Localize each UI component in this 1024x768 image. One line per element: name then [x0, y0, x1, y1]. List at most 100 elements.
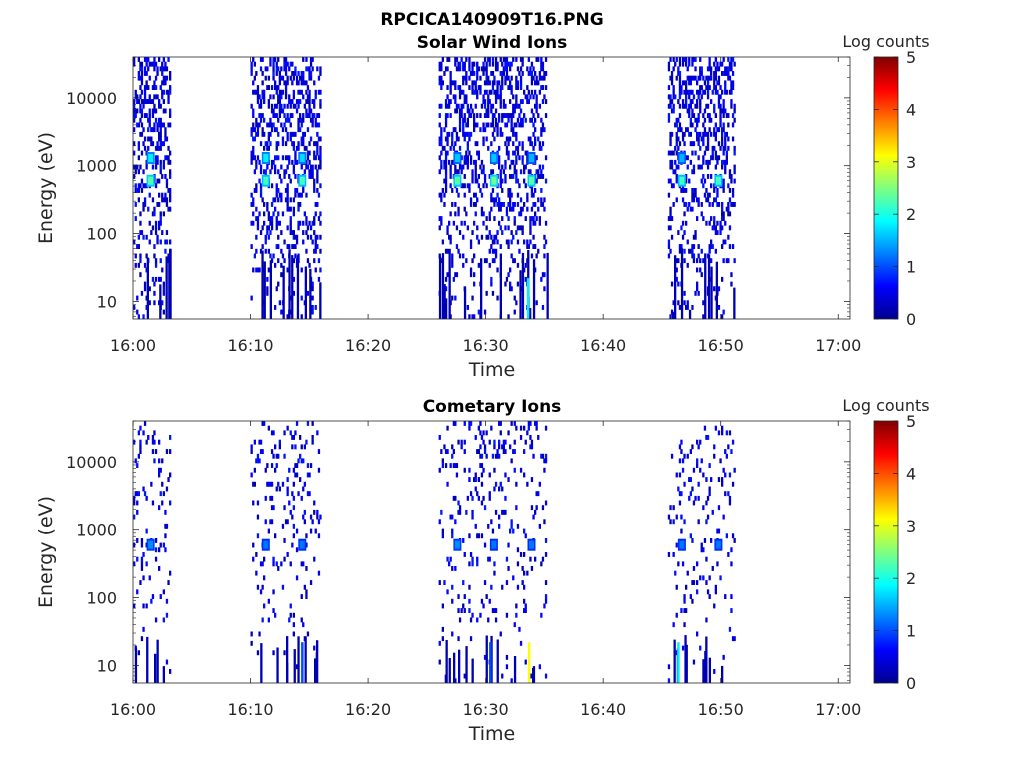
count-pixel — [530, 117, 534, 123]
count-pixel — [540, 66, 543, 72]
count-pixel — [255, 89, 258, 95]
count-pixel — [708, 248, 711, 254]
count-pixel — [515, 57, 518, 62]
count-pixel — [535, 108, 538, 114]
count-pixel — [280, 122, 283, 128]
count-pixel — [443, 444, 446, 450]
count-pixel — [147, 117, 150, 123]
count-pixel — [440, 85, 443, 90]
count-pixel — [278, 444, 281, 450]
count-pixel — [134, 253, 137, 259]
count-pixel — [283, 174, 286, 179]
count-pixel — [151, 127, 155, 133]
count-pixel — [485, 108, 488, 114]
count-pixel — [286, 486, 289, 492]
count-streak — [319, 282, 322, 319]
count-pixel — [438, 435, 441, 440]
count-pixel — [507, 61, 510, 67]
count-pixel — [501, 61, 504, 67]
count-pixel — [449, 71, 452, 76]
count-pixel — [516, 150, 520, 156]
count-pixel — [319, 183, 322, 189]
count-pixel — [142, 552, 145, 557]
count-pixel — [670, 234, 674, 240]
count-pixel — [512, 57, 515, 62]
peak-pixel — [263, 176, 269, 185]
count-pixel — [286, 197, 289, 203]
count-pixel — [165, 178, 169, 184]
count-pixel — [697, 136, 700, 142]
count-pixel — [543, 71, 546, 76]
count-pixel — [458, 108, 462, 114]
count-pixel — [674, 145, 677, 151]
count-pixel — [162, 66, 165, 72]
count-pixel — [483, 580, 487, 585]
count-pixel — [716, 66, 719, 72]
count-pixel — [264, 75, 267, 81]
count-pixel — [299, 113, 302, 118]
count-pixel — [692, 467, 696, 473]
count-pixel — [512, 575, 515, 581]
count-pixel — [140, 290, 144, 296]
count-pixel — [263, 211, 266, 217]
count-pixel — [306, 463, 310, 468]
count-pixel — [458, 230, 462, 235]
count-pixel — [476, 75, 479, 81]
count-pixel — [476, 225, 479, 231]
count-pixel — [515, 612, 518, 618]
count-pixel — [683, 141, 686, 147]
count-pixel — [291, 61, 294, 67]
count-pixel — [308, 89, 311, 95]
count-pixel — [317, 570, 321, 576]
count-pixel — [454, 108, 457, 114]
count-pixel — [463, 183, 466, 189]
count-pixel — [534, 103, 537, 109]
count-pixel — [444, 169, 448, 175]
count-pixel — [452, 94, 455, 100]
count-pixel — [309, 61, 313, 67]
count-pixel — [714, 150, 717, 156]
count-pixel — [526, 197, 529, 203]
count-pixel — [483, 57, 487, 62]
count-pixel — [277, 481, 280, 487]
count-pixel — [501, 131, 504, 137]
count-pixel — [667, 244, 671, 249]
count-pixel — [499, 131, 502, 137]
count-pixel — [678, 71, 682, 76]
count-pixel — [280, 561, 283, 567]
count-pixel — [305, 108, 308, 114]
count-pixel — [457, 636, 460, 642]
count-pixel — [697, 481, 700, 487]
count-streak — [715, 261, 718, 319]
count-pixel — [515, 85, 518, 90]
count-pixel — [441, 463, 444, 468]
count-pixel — [494, 122, 498, 128]
count-pixel — [498, 197, 501, 203]
count-pixel — [142, 430, 145, 436]
count-pixel — [699, 89, 702, 95]
count-pixel — [143, 94, 147, 100]
count-pixel — [515, 80, 518, 86]
count-pixel — [669, 75, 672, 81]
count-pixel — [672, 505, 675, 511]
count-pixel — [691, 89, 694, 95]
count-pixel — [714, 164, 717, 170]
count-streak — [499, 253, 502, 319]
count-pixel — [526, 159, 529, 165]
count-pixel — [474, 141, 477, 147]
count-pixel — [697, 253, 700, 259]
count-pixel — [702, 122, 705, 128]
count-pixel — [143, 99, 147, 104]
count-pixel — [527, 99, 530, 104]
count-pixel — [274, 444, 277, 450]
count-pixel — [305, 145, 308, 151]
count-pixel — [733, 258, 736, 264]
count-pixel — [721, 141, 724, 147]
count-pixel — [438, 192, 441, 198]
count-pixel — [699, 467, 702, 473]
count-pixel — [730, 85, 733, 90]
count-pixel — [471, 169, 474, 175]
count-pixel — [295, 575, 299, 581]
count-pixel — [139, 439, 142, 445]
